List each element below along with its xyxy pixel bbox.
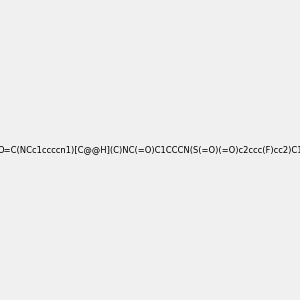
Text: O=C(NCc1ccccn1)[C@@H](C)NC(=O)C1CCCN(S(=O)(=O)c2ccc(F)cc2)C1: O=C(NCc1ccccn1)[C@@H](C)NC(=O)C1CCCN(S(=… xyxy=(0,146,300,154)
